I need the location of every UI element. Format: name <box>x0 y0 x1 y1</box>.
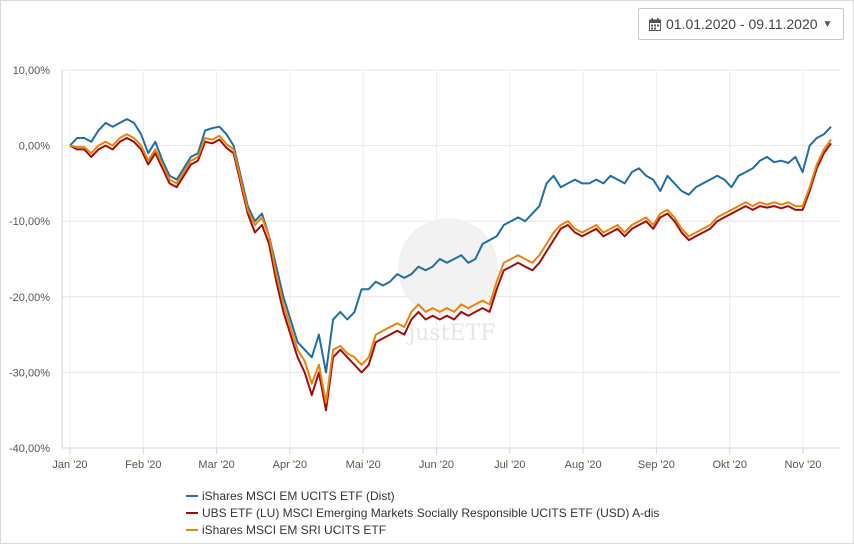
x-tick-label: Mar '20 <box>198 459 234 471</box>
legend-label: iShares MSCI EM SRI UCITS ETF <box>202 522 387 537</box>
y-tick-label: 0,00% <box>19 141 50 153</box>
legend-item-ubs-em-sri[interactable]: UBS ETF (LU) MSCI Emerging Markets Socia… <box>186 504 659 521</box>
chevron-down-icon: ▼ <box>822 18 833 30</box>
x-tick-label: Mai '20 <box>346 459 381 471</box>
x-tick-label: Jan '20 <box>52 459 87 471</box>
legend-swatch <box>186 494 198 497</box>
calendar-icon <box>649 17 661 31</box>
x-tick-label: Nov '20 <box>785 459 822 471</box>
series-lines <box>69 118 832 412</box>
y-tick-label: -40,00% <box>9 443 50 455</box>
x-tick-label: Okt '20 <box>712 459 747 471</box>
y-axis-ticks: 10,00% 0,00% -10,00% -20,00% -30,00% -40,00% <box>9 65 50 455</box>
y-tick-label: -30,00% <box>9 367 50 379</box>
legend-swatch <box>186 528 198 531</box>
legend-label: iShares MSCI EM UCITS ETF (Dist) <box>202 488 395 503</box>
legend-swatch <box>186 511 198 514</box>
y-tick-label: 10,00% <box>13 65 51 77</box>
x-tick-label: Feb '20 <box>125 459 161 471</box>
legend-item-ishares-em-sri[interactable]: iShares MSCI EM SRI UCITS ETF <box>186 521 659 538</box>
series-line-0 <box>69 118 832 374</box>
legend-label: UBS ETF (LU) MSCI Emerging Markets Socia… <box>202 505 660 520</box>
series-line-1 <box>69 137 832 412</box>
watermark: justETF <box>398 218 498 346</box>
date-range-button[interactable]: 01.01.2020 - 09.11.2020 ▼ <box>638 8 844 40</box>
chart-legend: iShares MSCI EM UCITS ETF (Dist) UBS ETF… <box>186 487 659 538</box>
date-range-label: 01.01.2020 - 09.11.2020 <box>666 16 818 32</box>
x-tick-label: Sep '20 <box>638 459 675 471</box>
legend-item-ishares-em[interactable]: iShares MSCI EM UCITS ETF (Dist) <box>186 487 659 504</box>
x-axis-ticks: Jan '20 Feb '20 Mar '20 Apr '20 Mai '20 Jun '… <box>52 459 821 471</box>
x-tick-label: Apr '20 <box>273 459 308 471</box>
y-tick-label: -10,00% <box>9 216 50 228</box>
x-tick-label: Jun '20 <box>419 459 454 471</box>
x-tick-label: Aug '20 <box>565 459 602 471</box>
x-tick-label: Jul '20 <box>494 459 525 471</box>
series-line-2 <box>69 133 832 404</box>
y-tick-label: -20,00% <box>9 292 50 304</box>
svg-text:justETF: justETF <box>405 321 495 346</box>
